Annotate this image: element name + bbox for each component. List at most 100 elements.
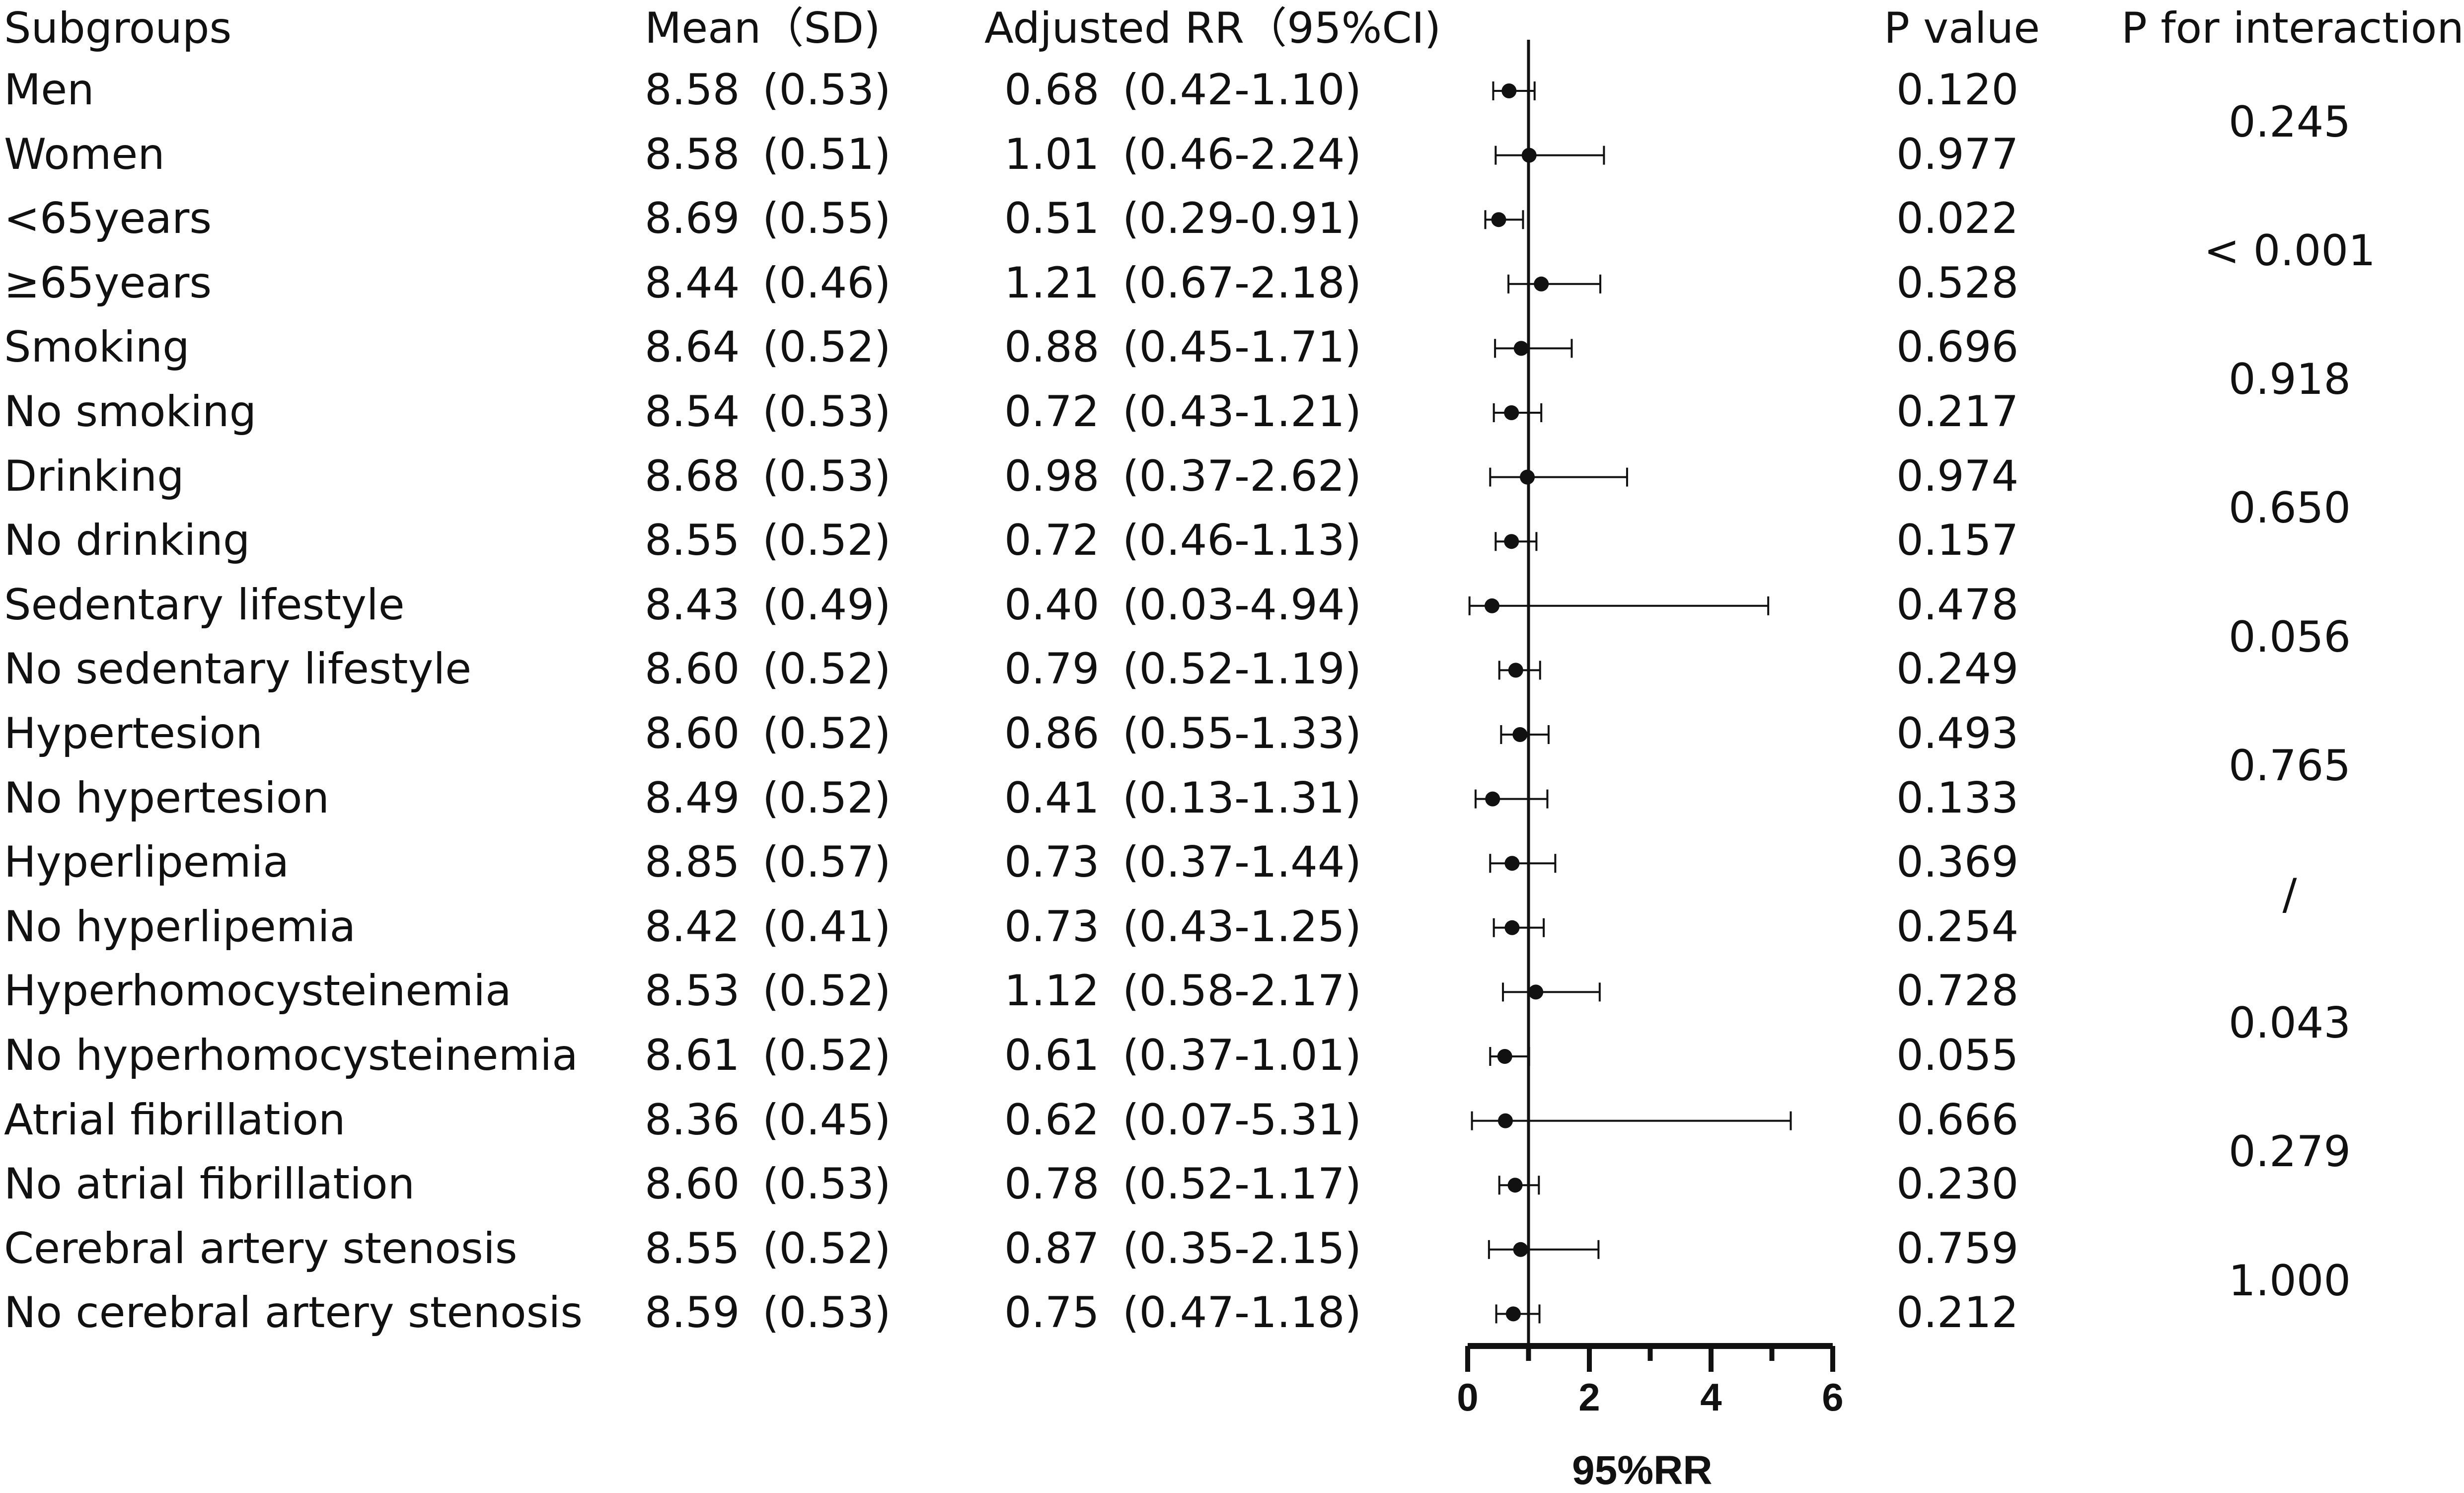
subgroup-label: Atrial fibrillation — [4, 1095, 346, 1145]
x-tick-label: 4 — [1700, 1375, 1721, 1419]
p-value: 0.157 — [1896, 516, 2019, 565]
point-estimate — [1520, 469, 1535, 485]
p-value: 0.759 — [1896, 1224, 2019, 1273]
point-estimate — [1497, 1049, 1512, 1064]
ci-value: (0.03-4.94) — [1122, 580, 1362, 630]
p-value: 0.022 — [1896, 194, 2019, 243]
mean-value: 8.85 — [645, 837, 740, 887]
sd-value: (0.52) — [762, 516, 891, 565]
x-tick-label: 0 — [1457, 1375, 1478, 1419]
rr-value: 0.98 — [1004, 451, 1100, 501]
p-value: 0.478 — [1896, 580, 2019, 630]
p-value: 0.133 — [1896, 773, 2019, 823]
p-value: 0.120 — [1896, 65, 2019, 115]
subgroup-label: Smoking — [4, 322, 190, 372]
rr-value: 1.01 — [1004, 130, 1100, 179]
subgroup-label: <65years — [4, 194, 212, 243]
point-estimate — [1505, 1306, 1521, 1322]
subgroup-label: No smoking — [4, 387, 257, 437]
point-estimate — [1513, 1242, 1528, 1257]
mean-value: 8.60 — [645, 709, 740, 758]
subgroup-label: Drinking — [4, 451, 184, 501]
point-estimate — [1504, 856, 1520, 871]
ci-value: (0.07-5.31) — [1122, 1095, 1362, 1145]
mean-value: 8.54 — [645, 387, 740, 437]
rr-value: 0.62 — [1004, 1095, 1100, 1145]
mean-value: 8.60 — [645, 1159, 740, 1209]
p-value: 0.728 — [1896, 966, 2019, 1016]
mean-value: 8.42 — [645, 902, 740, 952]
mean-value: 8.44 — [645, 258, 740, 308]
mean-value: 8.55 — [645, 516, 740, 565]
ci-value: (0.46-2.24) — [1122, 130, 1362, 179]
rr-value: 0.88 — [1004, 322, 1100, 372]
p-value: 0.977 — [1896, 130, 2019, 179]
sd-value: (0.52) — [762, 1224, 891, 1273]
p-value: 0.696 — [1896, 322, 2019, 372]
mean-value: 8.49 — [645, 773, 740, 823]
ci-value: (0.37-2.62) — [1122, 451, 1362, 501]
p-value: 0.249 — [1896, 644, 2019, 694]
sd-value: (0.55) — [762, 194, 891, 243]
subgroup-label: No sedentary lifestyle — [4, 644, 472, 694]
interaction-p-value: / — [2282, 870, 2297, 919]
subgroup-label: No drinking — [4, 516, 250, 565]
mean-value: 8.60 — [645, 644, 740, 694]
ci-value: (0.52-1.17) — [1122, 1159, 1362, 1209]
point-estimate — [1507, 1178, 1523, 1193]
x-axis-title: 95%RR — [1572, 1448, 1713, 1493]
p-value: 0.212 — [1896, 1288, 2019, 1338]
ci-value: (0.43-1.21) — [1122, 387, 1362, 437]
sd-value: (0.53) — [762, 1288, 891, 1338]
mean-value: 8.53 — [645, 966, 740, 1016]
sd-value: (0.51) — [762, 130, 891, 179]
point-estimate — [1504, 405, 1519, 420]
sd-value: (0.52) — [762, 1031, 891, 1080]
ci-value: (0.67-2.18) — [1122, 258, 1362, 308]
sd-value: (0.53) — [762, 387, 891, 437]
subgroup-label: No cerebral artery stenosis — [4, 1288, 583, 1338]
point-estimate — [1508, 663, 1523, 678]
subgroup-label: No hyperlipemia — [4, 902, 356, 952]
p-value: 0.254 — [1896, 902, 2019, 952]
subgroup-label: Hyperlipemia — [4, 837, 290, 887]
mean-value: 8.68 — [645, 451, 740, 501]
subgroup-label: Hypertesion — [4, 709, 263, 758]
point-estimate — [1485, 791, 1500, 807]
subgroup-label: ≥65years — [4, 258, 212, 308]
rr-value: 0.75 — [1004, 1288, 1100, 1338]
sd-value: (0.53) — [762, 451, 891, 501]
interaction-p-value: 0.918 — [2228, 355, 2351, 404]
p-value: 0.528 — [1896, 258, 2019, 308]
point-estimate — [1528, 984, 1544, 1000]
mean-value: 8.43 — [645, 580, 740, 630]
sd-value: (0.53) — [762, 1159, 891, 1209]
ci-value: (0.58-2.17) — [1122, 966, 1362, 1016]
ci-value: (0.43-1.25) — [1122, 902, 1362, 952]
header-p-value: P value — [1884, 3, 2040, 53]
point-estimate — [1491, 212, 1506, 227]
p-value: 0.493 — [1896, 709, 2019, 758]
sd-value: (0.52) — [762, 773, 891, 823]
interaction-p-value: 0.279 — [2228, 1127, 2351, 1177]
rr-value: 0.73 — [1004, 837, 1100, 887]
rr-value: 0.73 — [1004, 902, 1100, 952]
ci-value: (0.55-1.33) — [1122, 709, 1362, 758]
ci-value: (0.13-1.31) — [1122, 773, 1362, 823]
sd-value: (0.49) — [762, 580, 891, 630]
x-tick-label: 6 — [1822, 1375, 1843, 1419]
ci-value: (0.45-1.71) — [1122, 322, 1362, 372]
ci-value: (0.47-1.18) — [1122, 1288, 1362, 1338]
rr-value: 0.40 — [1004, 580, 1100, 630]
rr-value: 0.78 — [1004, 1159, 1100, 1209]
p-value: 0.217 — [1896, 387, 2019, 437]
mean-value: 8.69 — [645, 194, 740, 243]
rr-value: 0.41 — [1004, 773, 1100, 823]
sd-value: (0.45) — [762, 1095, 891, 1145]
sd-value: (0.53) — [762, 65, 891, 115]
header-p-interaction: P for interaction — [2121, 3, 2464, 53]
point-estimate — [1504, 534, 1519, 549]
header-subgroups: Subgroups — [4, 3, 232, 53]
ci-value: (0.52-1.19) — [1122, 644, 1362, 694]
